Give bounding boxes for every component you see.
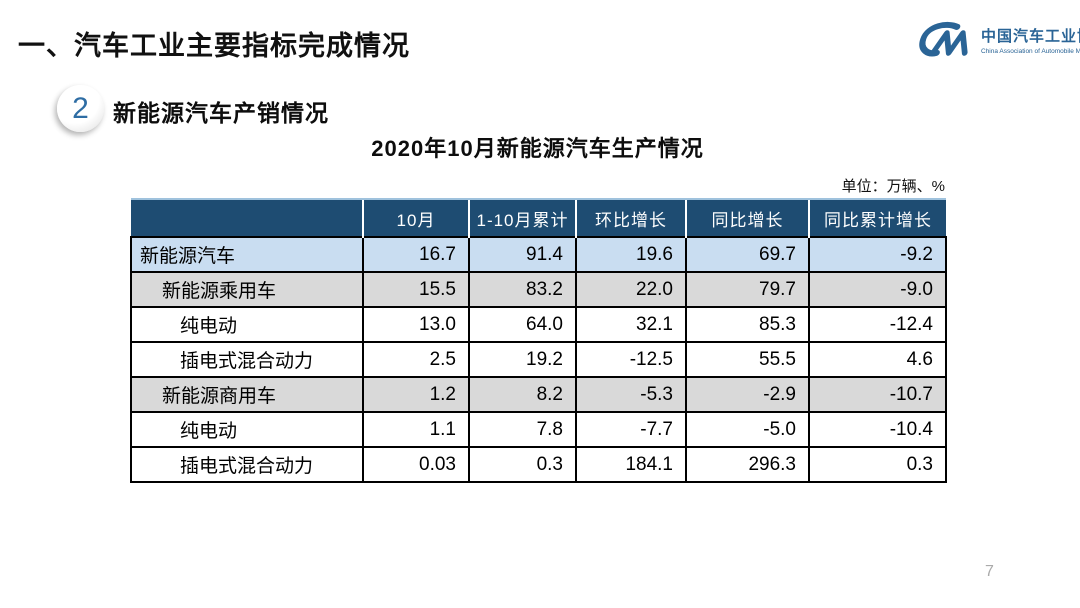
caam-name-en: China Association of Automobile Manufact… [981, 48, 1080, 55]
cell-value: -10.4 [808, 411, 947, 448]
table-row-nev-commercial: 新能源商用车 1.2 8.2 -5.3 -2.9 -10.7 [130, 376, 947, 413]
column-header-indicator [131, 198, 363, 237]
cell-value: 32.1 [575, 306, 687, 343]
column-header-yoy-growth: 同比增长 [685, 198, 809, 237]
column-header-cumulative: 1-10月累计 [468, 198, 576, 237]
cell-value: 83.2 [468, 271, 577, 308]
column-header-mom-growth: 环比增长 [575, 198, 686, 237]
cell-value: 13.0 [362, 306, 470, 343]
column-header-yoy-cumulative-growth: 同比累计增长 [808, 198, 946, 237]
cell-value: 22.0 [575, 271, 687, 308]
cell-value: 0.3 [468, 446, 577, 483]
table-row-nev-passenger: 新能源乘用车 15.5 83.2 22.0 79.7 -9.0 [130, 271, 947, 308]
cell-value: 4.6 [808, 341, 947, 378]
caam-logo-text: 中国汽车工业协会 China Association of Automobile… [981, 25, 1080, 55]
section-number-badge: 2 [57, 85, 104, 132]
cell-value: -5.0 [685, 411, 810, 448]
cell-value: 296.3 [685, 446, 810, 483]
row-label: 纯电动 [130, 306, 364, 343]
nev-production-table: 10月 1-10月累计 环比增长 同比增长 同比累计增长 新能源汽车 16.7 … [130, 198, 947, 483]
cell-value: 184.1 [575, 446, 687, 483]
page-number: 7 [985, 563, 994, 580]
section-heading: 新能源汽车产销情况 [113, 100, 329, 126]
cell-value: 7.8 [468, 411, 577, 448]
row-label: 纯电动 [130, 411, 364, 448]
section-number: 2 [72, 91, 89, 125]
cell-value: 8.2 [468, 376, 577, 413]
table-row-passenger-phev: 插电式混合动力 2.5 19.2 -12.5 55.5 4.6 [130, 341, 947, 378]
cell-value: 16.7 [362, 236, 470, 273]
table-row-commercial-bev: 纯电动 1.1 7.8 -7.7 -5.0 -10.4 [130, 411, 947, 448]
row-label: 新能源乘用车 [130, 271, 364, 308]
cell-value: 19.6 [575, 236, 687, 273]
table-row-passenger-bev: 纯电动 13.0 64.0 32.1 85.3 -12.4 [130, 306, 947, 343]
row-label: 新能源商用车 [130, 376, 364, 413]
cell-value: -9.0 [808, 271, 947, 308]
cell-value: 91.4 [468, 236, 577, 273]
row-label: 新能源汽车 [130, 236, 364, 273]
cell-value: -9.2 [808, 236, 947, 273]
cell-value: 1.2 [362, 376, 470, 413]
cell-value: 69.7 [685, 236, 810, 273]
cell-value: -10.7 [808, 376, 947, 413]
cell-value: 15.5 [362, 271, 470, 308]
caam-logo: 中国汽车工业协会 China Association of Automobile… [912, 20, 1080, 60]
table-header-row: 10月 1-10月累计 环比增长 同比增长 同比累计增长 [131, 198, 946, 237]
cell-value: -2.9 [685, 376, 810, 413]
caam-cm-monogram-icon [919, 21, 968, 57]
slide-title: 一、汽车工业主要指标完成情况 [18, 31, 410, 61]
cell-value: 79.7 [685, 271, 810, 308]
cell-value: 64.0 [468, 306, 577, 343]
cell-value: 0.03 [362, 446, 470, 483]
caam-name-zh: 中国汽车工业协会 [981, 28, 1080, 45]
cell-value: -5.3 [575, 376, 687, 413]
table-row-nev-total: 新能源汽车 16.7 91.4 19.6 69.7 -9.2 [130, 236, 947, 273]
cell-value: -7.7 [575, 411, 687, 448]
cell-value: 19.2 [468, 341, 577, 378]
unit-note: 单位：万辆、% [841, 178, 945, 195]
column-header-october: 10月 [362, 198, 469, 237]
cell-value: 85.3 [685, 306, 810, 343]
table-title: 2020年10月新能源汽车生产情况 [371, 136, 704, 161]
cell-value: -12.4 [808, 306, 947, 343]
cell-value: -12.5 [575, 341, 687, 378]
row-label: 插电式混合动力 [130, 446, 364, 483]
cell-value: 2.5 [362, 341, 470, 378]
cell-value: 0.3 [808, 446, 947, 483]
row-label: 插电式混合动力 [130, 341, 364, 378]
cell-value: 55.5 [685, 341, 810, 378]
cell-value: 1.1 [362, 411, 470, 448]
table-row-commercial-phev: 插电式混合动力 0.03 0.3 184.1 296.3 0.3 [130, 446, 947, 483]
